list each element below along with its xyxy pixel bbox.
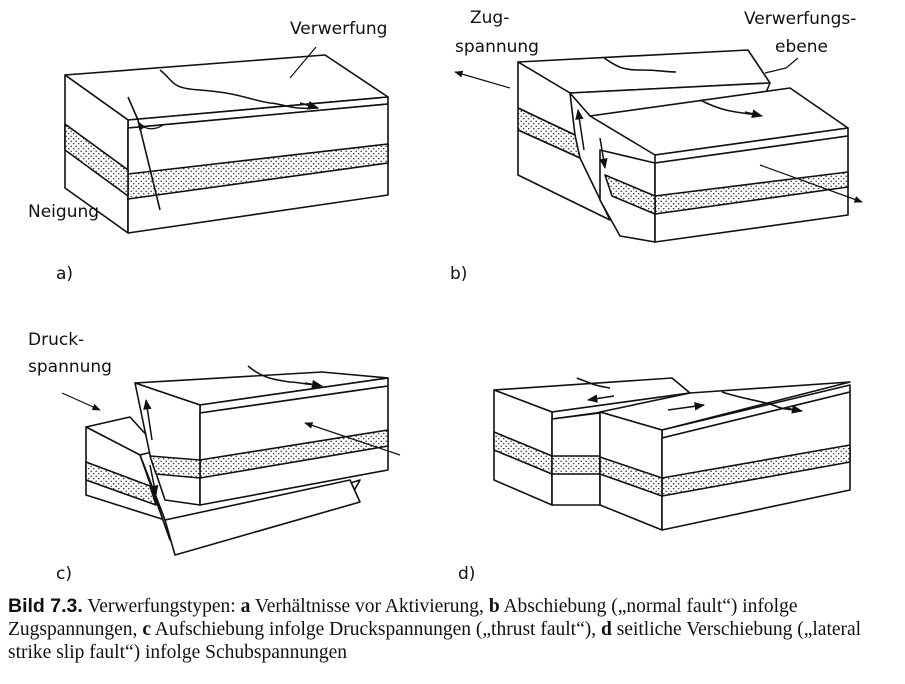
figure-caption: Bild 7.3. Verwerfungstypen: a Verhältnis…	[8, 595, 898, 664]
panel-a-letter: a)	[56, 264, 73, 284]
label-spannung-c: spannung	[28, 357, 112, 377]
panel-d-letter: d)	[458, 564, 475, 584]
panel-c-letter: c)	[56, 564, 72, 584]
caption-a-text: Verhältnisse vor Aktivierung,	[250, 596, 489, 617]
caption-intro: Verwerfungstypen:	[87, 596, 241, 617]
panel-b-block	[454, 49, 863, 243]
caption-b-key: b	[488, 596, 500, 617]
panel-b-letter: b)	[450, 264, 467, 284]
panel-d-block	[493, 377, 851, 531]
caption-d-text: seitliche Verschiebung („lateral strike …	[8, 619, 862, 663]
panel-a-fault-line	[127, 96, 161, 211]
panel-c-sand-side	[149, 455, 201, 479]
label-spannung-b: spannung	[455, 37, 539, 57]
caption-a-key: a	[240, 596, 251, 617]
caption-c-key: c	[142, 619, 151, 640]
label-verwerfung: Verwerfung	[290, 19, 387, 39]
caption-c-text: Aufschiebung infolge Druckspannungen („t…	[150, 619, 601, 640]
label-neigung: Neigung	[28, 202, 99, 222]
panel-d-sand-side	[599, 456, 663, 497]
panel-c-block	[61, 365, 401, 556]
caption-figure-label: Bild 7.3.	[8, 595, 83, 617]
panel-c-sand-left	[85, 461, 157, 506]
label-zug: Zug-	[470, 8, 509, 28]
label-ebene: ebene	[775, 37, 828, 57]
caption-b-text: Abschiebung („normal fault“) infolge Zug…	[8, 596, 798, 640]
panel-a-sand-left	[64, 123, 129, 197]
panel-b-sand-fault	[604, 174, 656, 215]
panel-a-block	[64, 46, 389, 234]
label-verwerfungs: Verwerfungs-	[744, 9, 856, 29]
panel-d-sand-mid	[551, 455, 601, 475]
fault-types-figure: Verwerfung Neigung a) Zug- spannung Verw…	[28, 8, 863, 584]
label-druck: Druck-	[28, 330, 84, 350]
caption-d-key: d	[600, 619, 612, 640]
